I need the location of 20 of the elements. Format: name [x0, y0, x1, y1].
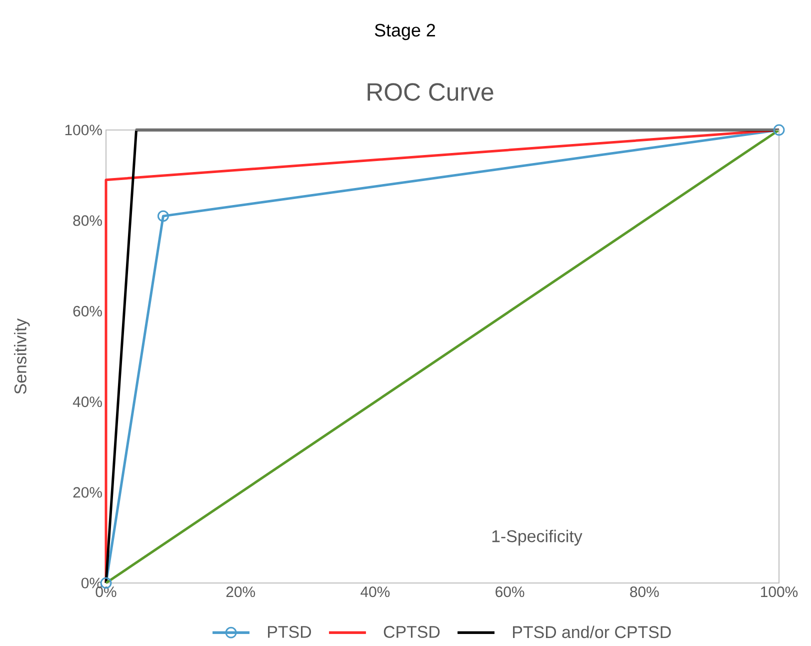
x-tick-label: 0%	[96, 586, 116, 598]
legend-label: PTSD and/or CPTSD	[513, 626, 671, 638]
x-tick-label: 80%	[630, 586, 659, 598]
x-tick-label: 60%	[496, 586, 524, 598]
x-tick-label: 100%	[761, 586, 798, 598]
point	[157, 210, 169, 222]
y-tick-label: 40%	[72, 396, 102, 408]
chart-subtitle: ROC Curve	[368, 83, 494, 101]
point	[773, 124, 785, 136]
x-tick-label: 40%	[360, 586, 390, 598]
legend-label: CPTSD	[384, 626, 440, 638]
y-tick-label: 100%	[65, 124, 102, 136]
y-axis-title: Sensitivity	[14, 318, 30, 394]
y-tick-label: 20%	[73, 487, 102, 498]
y-tick-label: 60%	[73, 306, 102, 316]
x-axis-title: 1-Specificity	[492, 530, 582, 546]
x-tick-label: 20%	[226, 586, 256, 598]
legend-label: PTSD	[268, 626, 311, 638]
chart-title: Stage 2	[374, 24, 435, 40]
y-tick-label: 80%	[73, 215, 102, 226]
